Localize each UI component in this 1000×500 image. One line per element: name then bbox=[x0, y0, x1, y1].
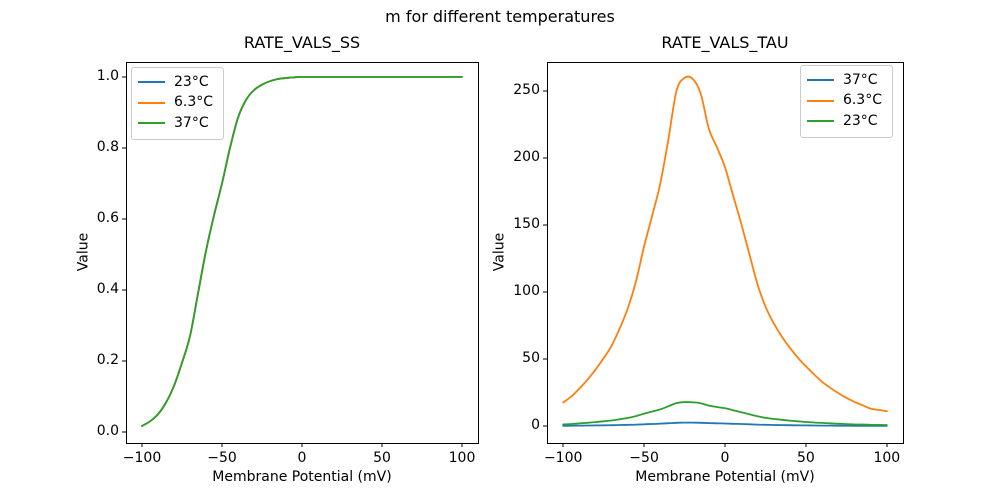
legend-label: 6.3°C bbox=[842, 92, 882, 109]
x-tick-label: 100 bbox=[448, 450, 476, 466]
y-tick-label: 0 bbox=[531, 417, 540, 434]
y-tick-label: 1.0 bbox=[96, 68, 119, 85]
y-tick-label: 0.4 bbox=[96, 281, 119, 298]
y-tick-label: 200 bbox=[513, 149, 540, 166]
subplot-tau-y-axis-label: Value bbox=[491, 232, 508, 272]
x-tick-label: −100 bbox=[543, 450, 583, 466]
y-tick-label: 150 bbox=[513, 216, 540, 233]
x-tick-label: −50 bbox=[629, 450, 659, 466]
legend-line-swatch bbox=[138, 81, 165, 84]
legend-label: 6.3°C bbox=[174, 94, 214, 111]
y-tick-label: 250 bbox=[513, 82, 540, 99]
series-line-63c bbox=[562, 75, 888, 413]
x-tick-label: −50 bbox=[207, 450, 237, 466]
series-line-37c bbox=[562, 421, 888, 427]
x-tick-label: 0 bbox=[297, 450, 307, 466]
legend-entry-23c: 23°C bbox=[806, 111, 882, 132]
legend-label: 23°C bbox=[842, 112, 878, 129]
legend-line-swatch bbox=[138, 101, 165, 104]
x-tick-label: −100 bbox=[122, 450, 162, 466]
y-tick-label: 0.2 bbox=[96, 352, 119, 369]
legend-entry-63c: 6.3°C bbox=[138, 93, 213, 114]
legend-entry-63c: 6.3°C bbox=[806, 91, 882, 112]
legend-tau: 37°C 6.3°C 23°C bbox=[799, 65, 893, 138]
x-tick-label: 50 bbox=[796, 450, 815, 466]
legend-label: 37°C bbox=[174, 114, 209, 131]
y-tick-label: 0.0 bbox=[96, 423, 119, 440]
y-tick-label: 0.8 bbox=[96, 139, 119, 156]
legend-line-swatch bbox=[138, 122, 165, 125]
figure-suptitle: m for different temperatures bbox=[385, 7, 615, 26]
legend-entry-37c: 37°C bbox=[138, 113, 213, 134]
subplot-tau-x-axis-label: Membrane Potential (mV) bbox=[635, 469, 815, 485]
legend-line-swatch bbox=[806, 99, 834, 102]
legend-line-swatch bbox=[806, 120, 834, 123]
legend-entry-23c: 23°C bbox=[138, 72, 213, 93]
x-tick-label: 50 bbox=[373, 450, 391, 466]
series-line-37c bbox=[141, 76, 463, 427]
y-tick-label: 100 bbox=[513, 283, 540, 300]
y-tick-label: 0.6 bbox=[96, 210, 119, 227]
subplot-ss-x-axis-label: Membrane Potential (mV) bbox=[212, 469, 392, 485]
y-tick-label: 50 bbox=[522, 350, 540, 367]
series-line-23c bbox=[562, 401, 888, 426]
legend-line-swatch bbox=[806, 79, 834, 82]
subplot-ss-title: RATE_VALS_SS bbox=[243, 33, 361, 52]
legend-entry-37c: 37°C bbox=[806, 70, 882, 91]
x-tick-label: 0 bbox=[720, 450, 730, 466]
subplot-ss-y-axis-label: Value bbox=[75, 232, 92, 272]
legend-label: 23°C bbox=[174, 73, 209, 90]
subplot-tau-title: RATE_VALS_TAU bbox=[661, 33, 789, 52]
x-tick-label: 100 bbox=[873, 450, 901, 466]
legend-ss: 23°C 6.3°C 37°C bbox=[131, 67, 225, 140]
legend-label: 37°C bbox=[842, 71, 878, 88]
